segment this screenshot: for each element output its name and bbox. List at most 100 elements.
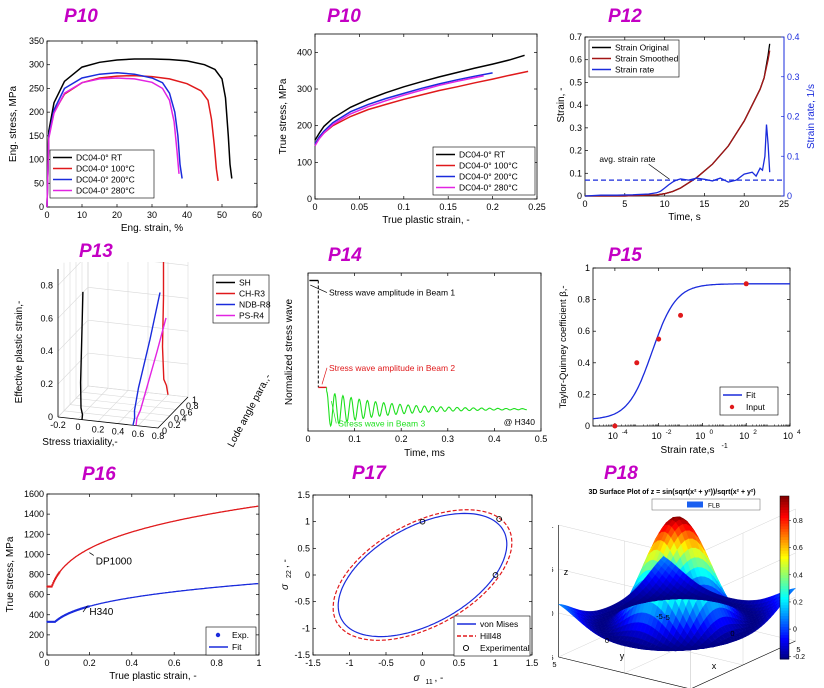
colorbar-segment xyxy=(780,536,789,540)
y-tick-label: 0.8 xyxy=(186,401,199,411)
annotation-arrow xyxy=(330,400,337,424)
x-tick-label: -0.5 xyxy=(378,658,394,668)
legend-label: Strain Smoothed xyxy=(615,54,679,64)
colorbar-segment xyxy=(780,558,789,562)
x-tick-label: 50 xyxy=(217,210,227,220)
z-tick-label: 0.6 xyxy=(40,313,53,323)
exp-point xyxy=(51,583,54,586)
series-line xyxy=(46,72,183,208)
legend-label: SH xyxy=(239,278,251,288)
x-tick-label: 0.5 xyxy=(535,434,548,444)
annotation-arrow xyxy=(310,284,328,293)
input-point xyxy=(612,423,618,429)
z-axis-label: z xyxy=(564,567,569,577)
x-tick-label: 0.8 xyxy=(210,658,223,668)
x-tick-label: 15 xyxy=(699,199,709,209)
legend xyxy=(719,386,779,416)
x-tick-label: 10 xyxy=(783,431,793,441)
y-tick-label: 0 xyxy=(39,650,44,660)
exp-point xyxy=(58,571,61,574)
y-tick-label: 0 xyxy=(162,426,167,436)
colorbar-segment xyxy=(780,523,789,527)
chart-true-stress: 0 0.05 0.1 0.15 0.2 0.25 0 100 200 300 400 True pla… xyxy=(278,33,546,226)
series-line xyxy=(135,317,167,426)
label-arrow xyxy=(82,605,88,613)
legend-label: Experimental xyxy=(480,643,530,653)
input-point xyxy=(634,360,640,366)
colorbar-segment xyxy=(780,550,789,554)
legend-marker xyxy=(729,404,735,410)
plot-area xyxy=(307,272,542,432)
panel-title-tq: P15 xyxy=(608,245,642,266)
colorbar-segment xyxy=(780,631,789,636)
experimental-point xyxy=(419,518,426,525)
legend xyxy=(205,626,257,656)
exp-point xyxy=(87,605,91,608)
y-tick-label: 1600 xyxy=(24,489,44,499)
colorbar-segment xyxy=(780,517,789,521)
y-tick-label: 350 xyxy=(29,36,44,46)
x-tick-label: 0.15 xyxy=(439,202,457,212)
legend-label: NDB-R8 xyxy=(239,300,271,310)
colorbar-segment xyxy=(780,531,789,535)
colorbar-segment xyxy=(780,566,789,570)
x-tick-label: 0 xyxy=(582,199,587,209)
avg-rate-annotation: avg. strain rate xyxy=(599,154,655,164)
colorbar-tick-label: 0.4 xyxy=(793,572,803,579)
y-axis-label-unit: , - xyxy=(280,559,291,568)
y-tick-label: 100 xyxy=(297,157,312,167)
colorbar-segment xyxy=(780,512,789,516)
colorbar-segment xyxy=(780,572,789,576)
legend-label: DC04-0° 280°C xyxy=(459,183,518,193)
panel-title-eng: P10 xyxy=(64,6,98,27)
legend-label: Exp. xyxy=(232,630,249,640)
y-tick-label: 0.2 xyxy=(577,389,590,399)
colorbar-segment xyxy=(780,582,789,587)
chart-eng-stress: 0 10 20 30 40 50 60 0 50 100 150 200 250 300 350 Eng. s… xyxy=(8,36,262,234)
y-axis-label: Strain, - xyxy=(556,87,567,122)
grid-line xyxy=(57,262,89,418)
series-line xyxy=(585,50,771,197)
y-tick-label: 1 xyxy=(305,517,310,527)
legend-marker xyxy=(462,644,470,652)
annotation-text: Stress wave amplitude in Beam 2 xyxy=(329,363,455,373)
y-tick-label: 1 xyxy=(192,395,197,405)
y-tick-label: 400 xyxy=(29,610,44,620)
y-tick-label: 0.6 xyxy=(180,407,193,417)
z-tick-label: 0.5 xyxy=(552,565,554,574)
panel-title-rate: P12 xyxy=(608,6,642,27)
series-line xyxy=(314,54,525,141)
series-line xyxy=(46,77,180,208)
x-tick-label: 1 xyxy=(493,658,498,668)
colorbar-segment xyxy=(780,618,789,622)
x-axis-label: True plastic strain, - xyxy=(382,215,469,226)
x-tick-label: 0 xyxy=(305,434,310,444)
input-point xyxy=(678,312,684,318)
grid-line xyxy=(77,262,109,420)
y-tick-label: 250 xyxy=(29,83,44,93)
colorbar-frame xyxy=(779,495,790,660)
x-tick-label: 0 xyxy=(44,658,49,668)
legend-label: Input xyxy=(746,402,766,412)
colorbar-segment xyxy=(780,574,789,578)
colorbar-segment xyxy=(780,656,789,660)
legend-label: DC04-0° 200°C xyxy=(76,175,135,185)
note-text: @ H340 xyxy=(504,417,536,427)
y-tick-label: 0.1 xyxy=(569,168,582,178)
x-tick-label: 30 xyxy=(147,210,157,220)
x-tick-exponent: 4 xyxy=(797,429,801,436)
y2-tick-label: 0.1 xyxy=(787,151,800,161)
grid-line xyxy=(81,262,183,404)
y-tick-label: 0 xyxy=(305,570,310,580)
y-axis-label-symbol: σ xyxy=(280,583,291,590)
chart-lode-3d: -0.2 0 0.2 0.4 0.6 0.800.20.40.60.8100.20.40.… xyxy=(14,262,272,449)
x-tick-label: 0.4 xyxy=(112,427,125,437)
x-tick-exponent: -4 xyxy=(622,429,628,436)
x-axis-label-symbol: σ xyxy=(413,673,420,684)
y-tick-label: 300 xyxy=(297,84,312,94)
x-axis-label-subscript: 11 xyxy=(426,679,433,686)
x-tick-label: -0.2 xyxy=(50,420,66,430)
x-tick-label: 0.3 xyxy=(442,434,455,444)
y-tick-label: 0 xyxy=(577,191,582,201)
x-tick-label: 0.05 xyxy=(351,202,369,212)
